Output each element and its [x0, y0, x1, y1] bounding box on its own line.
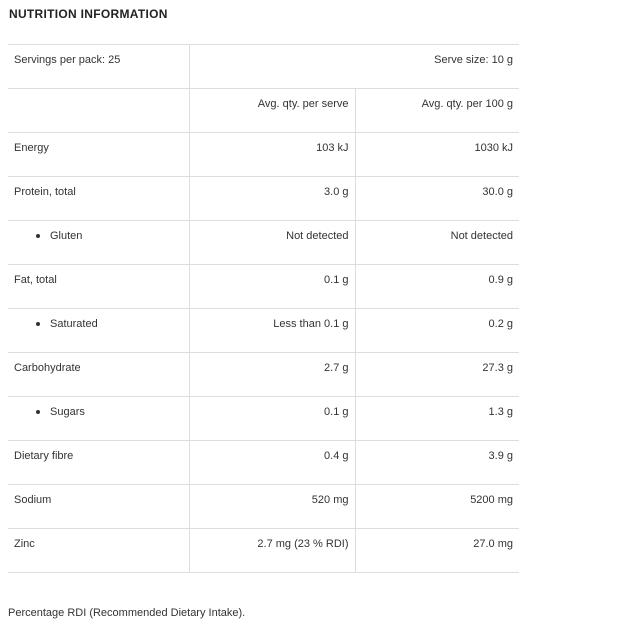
table-row: Zinc 2.7 mg (23 % RDI) 27.0 mg [8, 528, 519, 573]
per-100g-value: 1030 kJ [354, 132, 519, 177]
nutrient-label: Gluten [50, 230, 83, 242]
per-serve-value: 2.7 g [188, 352, 355, 397]
nutrient-name: Protein, total [8, 176, 189, 221]
nutrient-name: Fat, total [8, 264, 189, 309]
header-blank [8, 88, 189, 133]
per-100g-value: 3.9 g [354, 440, 519, 485]
per-100g-value: 0.9 g [354, 264, 519, 309]
nutrient-name: Saturated [8, 308, 189, 353]
per-100g-value: 1.3 g [354, 396, 519, 441]
table-row: Dietary fibre 0.4 g 3.9 g [8, 440, 519, 485]
nutrition-table: Servings per pack: 25 Serve size: 10 g A… [8, 44, 519, 573]
nutrient-name: Sugars [8, 396, 189, 441]
per-serve-value: 3.0 g [188, 176, 355, 221]
nutrient-label: Saturated [50, 318, 98, 330]
bullet-icon [36, 410, 40, 415]
table-row: Protein, total 3.0 g 30.0 g [8, 176, 519, 221]
table-row: Sugars 0.1 g 1.3 g [8, 396, 519, 441]
per-serve-value: 520 mg [188, 484, 355, 529]
table-row: Sodium 520 mg 5200 mg [8, 484, 519, 529]
servings-per-pack: Servings per pack: 25 [8, 44, 189, 89]
nutrient-name: Energy [8, 132, 189, 177]
per-serve-value: 0.1 g [188, 264, 355, 309]
table-row: Fat, total 0.1 g 0.9 g [8, 264, 519, 309]
per-100g-value: 30.0 g [354, 176, 519, 221]
section-title: NUTRITION INFORMATION [9, 7, 168, 21]
table-row: Saturated Less than 0.1 g 0.2 g [8, 308, 519, 353]
table-row: Gluten Not detected Not detected [8, 220, 519, 265]
per-serve-value: 0.4 g [188, 440, 355, 485]
per-serve-value: 0.1 g [188, 396, 355, 441]
nutrient-name: Zinc [8, 528, 189, 573]
table-row: Carbohydrate 2.7 g 27.3 g [8, 352, 519, 397]
bullet-icon [36, 322, 40, 327]
per-100g-value: 0.2 g [354, 308, 519, 353]
nutrient-name: Sodium [8, 484, 189, 529]
nutrient-name: Dietary fibre [8, 440, 189, 485]
per-serve-value: Less than 0.1 g [188, 308, 355, 353]
per-100g-value: 5200 mg [354, 484, 519, 529]
nutrient-label: Energy [14, 142, 49, 154]
per-serve-value: 103 kJ [188, 132, 355, 177]
header-per-100g: Avg. qty. per 100 g [354, 88, 519, 133]
nutrient-label: Dietary fibre [14, 450, 74, 462]
footnote: Percentage RDI (Recommended Dietary Inta… [8, 607, 246, 619]
per-100g-value: 27.0 mg [354, 528, 519, 573]
nutrient-label: Fat, total [14, 274, 57, 286]
header-row: Avg. qty. per serve Avg. qty. per 100 g [8, 88, 519, 133]
nutrient-label: Protein, total [14, 186, 76, 198]
nutrient-label: Zinc [14, 538, 35, 550]
per-100g-value: Not detected [354, 220, 519, 265]
nutrient-label: Sodium [14, 494, 52, 506]
nutrient-label: Sugars [50, 406, 85, 418]
servings-row: Servings per pack: 25 Serve size: 10 g [8, 44, 519, 89]
nutrient-label: Carbohydrate [14, 362, 81, 374]
per-serve-value: Not detected [188, 220, 355, 265]
nutrient-name: Carbohydrate [8, 352, 189, 397]
table-row: Energy 103 kJ 1030 kJ [8, 132, 519, 177]
serve-size: Serve size: 10 g [188, 44, 519, 89]
header-per-serve: Avg. qty. per serve [188, 88, 355, 133]
bullet-icon [36, 234, 40, 239]
nutrient-name: Gluten [8, 220, 189, 265]
per-100g-value: 27.3 g [354, 352, 519, 397]
per-serve-value: 2.7 mg (23 % RDI) [188, 528, 355, 573]
